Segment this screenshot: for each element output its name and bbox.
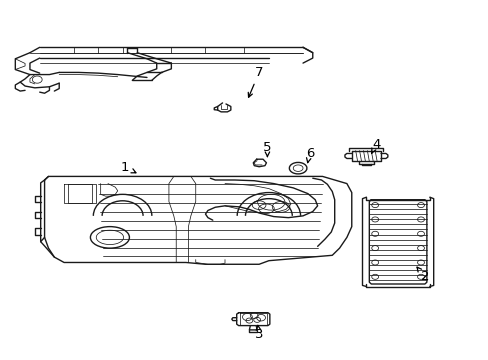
Text: 4: 4 (371, 138, 380, 153)
Text: 5: 5 (263, 140, 271, 157)
Text: 1: 1 (121, 161, 136, 174)
Text: 3: 3 (254, 325, 263, 341)
Text: 2: 2 (416, 267, 428, 283)
Text: 6: 6 (305, 147, 313, 163)
Text: 7: 7 (248, 66, 263, 97)
